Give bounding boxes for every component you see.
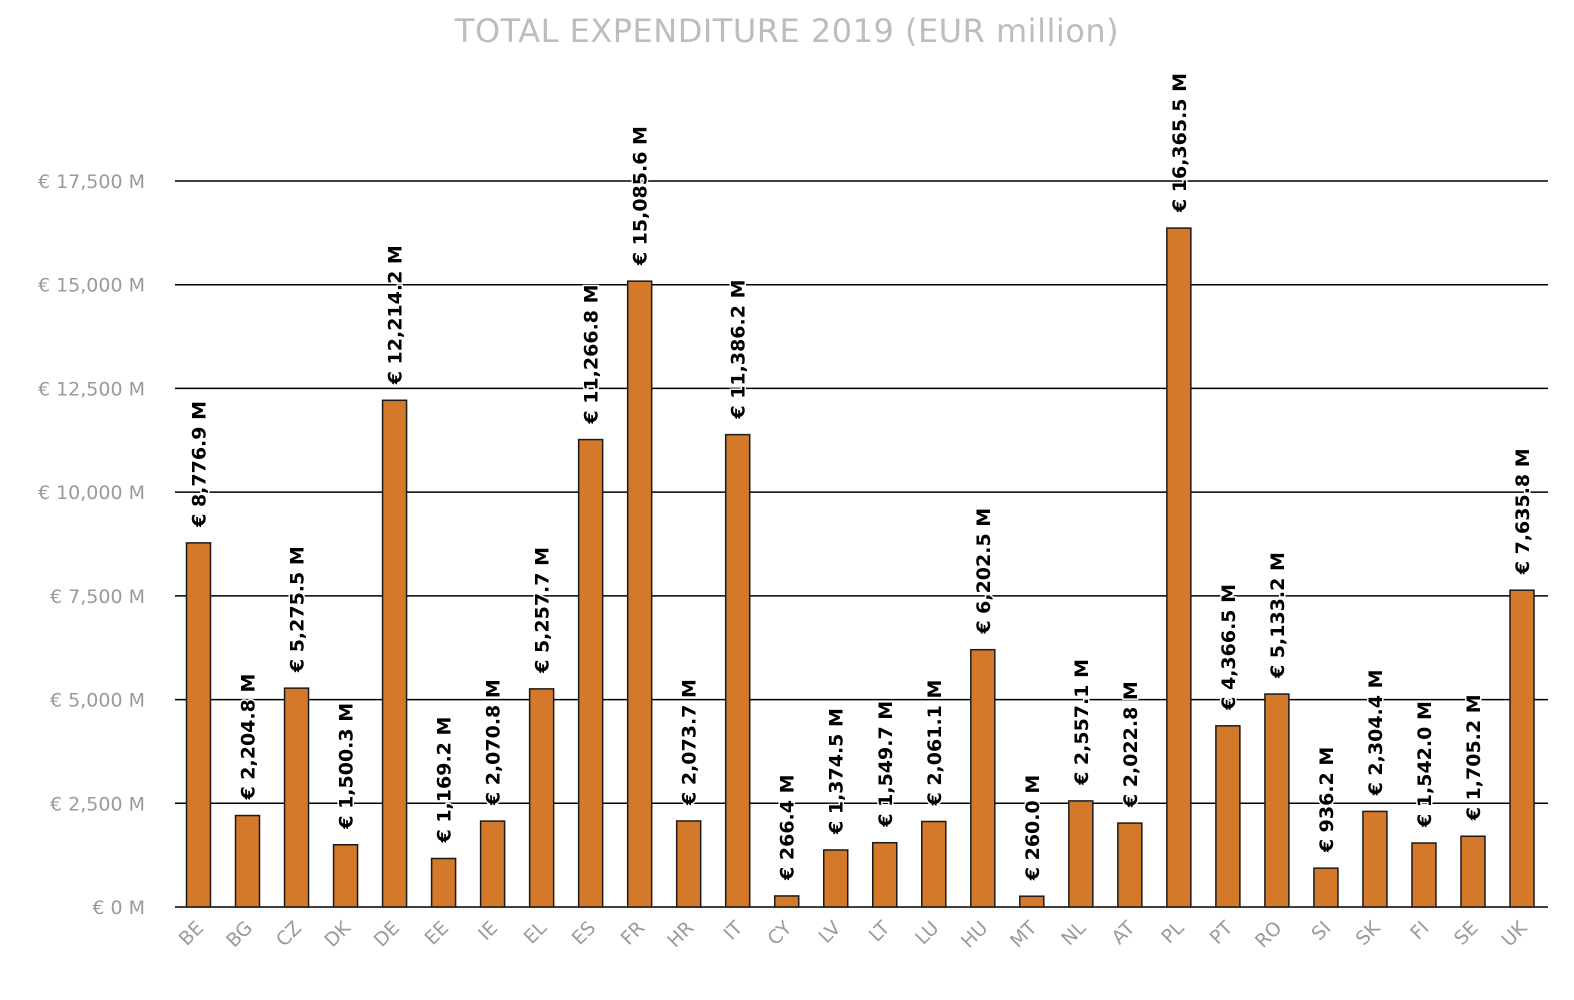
bar-ro <box>1264 693 1290 908</box>
bar-bg <box>234 814 261 908</box>
data-label: € 266.4 M <box>777 774 799 880</box>
bar-mt <box>1019 895 1045 908</box>
bar-nl <box>1068 800 1094 908</box>
data-label: € 12,214.2 M <box>385 245 407 385</box>
y-tick-label: € 10,000 M <box>38 482 145 504</box>
data-label: € 1,169.2 M <box>434 717 456 844</box>
data-label: € 5,133.2 M <box>1267 552 1289 679</box>
bar-cy <box>773 895 800 908</box>
bar-hr <box>675 820 702 908</box>
bar-ie <box>479 820 506 908</box>
data-label: € 11,266.8 M <box>581 284 603 424</box>
x-tick-label: UK <box>1497 917 1532 952</box>
bar-cz <box>283 687 310 908</box>
x-tick-label: CZ <box>272 917 306 951</box>
data-label: € 1,500.3 M <box>336 703 358 830</box>
bar-it <box>724 433 751 908</box>
chart-title: TOTAL EXPENDITURE 2019 (EUR million) <box>454 12 1120 50</box>
x-tick-label: DK <box>320 917 355 952</box>
data-label: € 936.2 M <box>1316 747 1338 853</box>
bar-uk <box>1509 589 1535 908</box>
bar-lt <box>872 841 898 908</box>
bar-sk <box>1362 810 1388 908</box>
data-label: € 1,705.2 M <box>1463 694 1485 821</box>
bar-pl <box>1166 227 1192 908</box>
data-label: € 4,366.5 M <box>1218 584 1240 711</box>
bar-fi <box>1411 842 1437 908</box>
data-label: € 15,085.6 M <box>630 126 652 266</box>
y-tick-label: € 2,500 M <box>50 793 145 815</box>
x-tick-label: LT <box>865 917 895 947</box>
bar-si <box>1313 867 1339 908</box>
x-tick-label: LV <box>815 917 846 948</box>
x-tick-label: RO <box>1251 917 1286 952</box>
bar-fr <box>626 280 653 908</box>
data-label: € 2,061.1 M <box>924 680 946 807</box>
data-label: € 5,257.7 M <box>532 547 554 674</box>
x-tick-label: EE <box>421 917 454 950</box>
bar-at <box>1117 822 1143 908</box>
x-tick-label: CY <box>763 917 796 950</box>
y-tick-label: € 15,000 M <box>38 275 145 297</box>
data-label: € 2,204.8 M <box>238 674 260 801</box>
y-tick-label: € 17,500 M <box>38 171 145 193</box>
bar-be <box>185 542 212 908</box>
x-tick-label: PL <box>1157 917 1188 948</box>
x-tick-label: PT <box>1206 917 1238 949</box>
y-tick-label: € 7,500 M <box>50 586 145 608</box>
data-label: € 2,557.1 M <box>1071 659 1093 786</box>
x-tick-label: EL <box>520 917 552 949</box>
x-tick-label: ES <box>568 917 601 950</box>
bar-hu <box>970 648 996 908</box>
bar-ee <box>430 857 457 908</box>
bar-se <box>1460 835 1486 908</box>
x-tick-label: SK <box>1352 917 1385 950</box>
data-label: € 11,386.2 M <box>728 280 750 420</box>
data-label: € 2,022.8 M <box>1120 681 1142 808</box>
data-label: € 2,304.4 M <box>1365 669 1387 796</box>
y-tick-label: € 5,000 M <box>50 690 145 712</box>
bar-el <box>528 688 555 908</box>
y-tick-label: € 0 M <box>92 897 145 919</box>
bar-lu <box>921 820 947 908</box>
bar-dk <box>332 844 359 908</box>
y-tick-label: € 12,500 M <box>38 378 145 400</box>
data-label: € 1,542.0 M <box>1414 701 1436 828</box>
x-tick-label: DE <box>370 917 404 951</box>
x-tick-label: AT <box>1107 917 1139 949</box>
bar-pt <box>1215 725 1241 908</box>
data-label: € 260.0 M <box>1022 775 1044 881</box>
bar-de <box>381 399 408 908</box>
bar-lv <box>822 849 849 908</box>
x-tick-label: MT <box>1006 917 1042 953</box>
x-tick-label: NL <box>1057 917 1090 950</box>
x-tick-label: FI <box>1406 917 1433 944</box>
data-label: € 2,073.7 M <box>679 679 701 806</box>
x-tick-label: BE <box>175 917 208 950</box>
bar-es <box>577 438 604 908</box>
data-label: € 1,549.7 M <box>875 701 897 828</box>
x-tick-label: FR <box>617 917 650 950</box>
x-tick-label: IE <box>474 917 502 945</box>
x-tick-label: SE <box>1450 917 1483 950</box>
data-label: € 6,202.5 M <box>973 508 995 635</box>
x-tick-label: SI <box>1307 917 1335 945</box>
data-label: € 8,776.9 M <box>189 401 211 528</box>
data-label: € 5,275.5 M <box>287 546 309 673</box>
data-label: € 16,365.5 M <box>1169 73 1191 213</box>
x-tick-label: HU <box>957 917 992 952</box>
x-tick-label: LU <box>911 917 943 949</box>
data-label: € 7,635.8 M <box>1512 448 1534 575</box>
data-label: € 1,374.5 M <box>826 708 848 835</box>
x-tick-label: HR <box>663 917 698 952</box>
x-tick-label: IT <box>720 917 748 945</box>
x-tick-label: BG <box>222 917 257 952</box>
data-label: € 2,070.8 M <box>483 679 505 806</box>
